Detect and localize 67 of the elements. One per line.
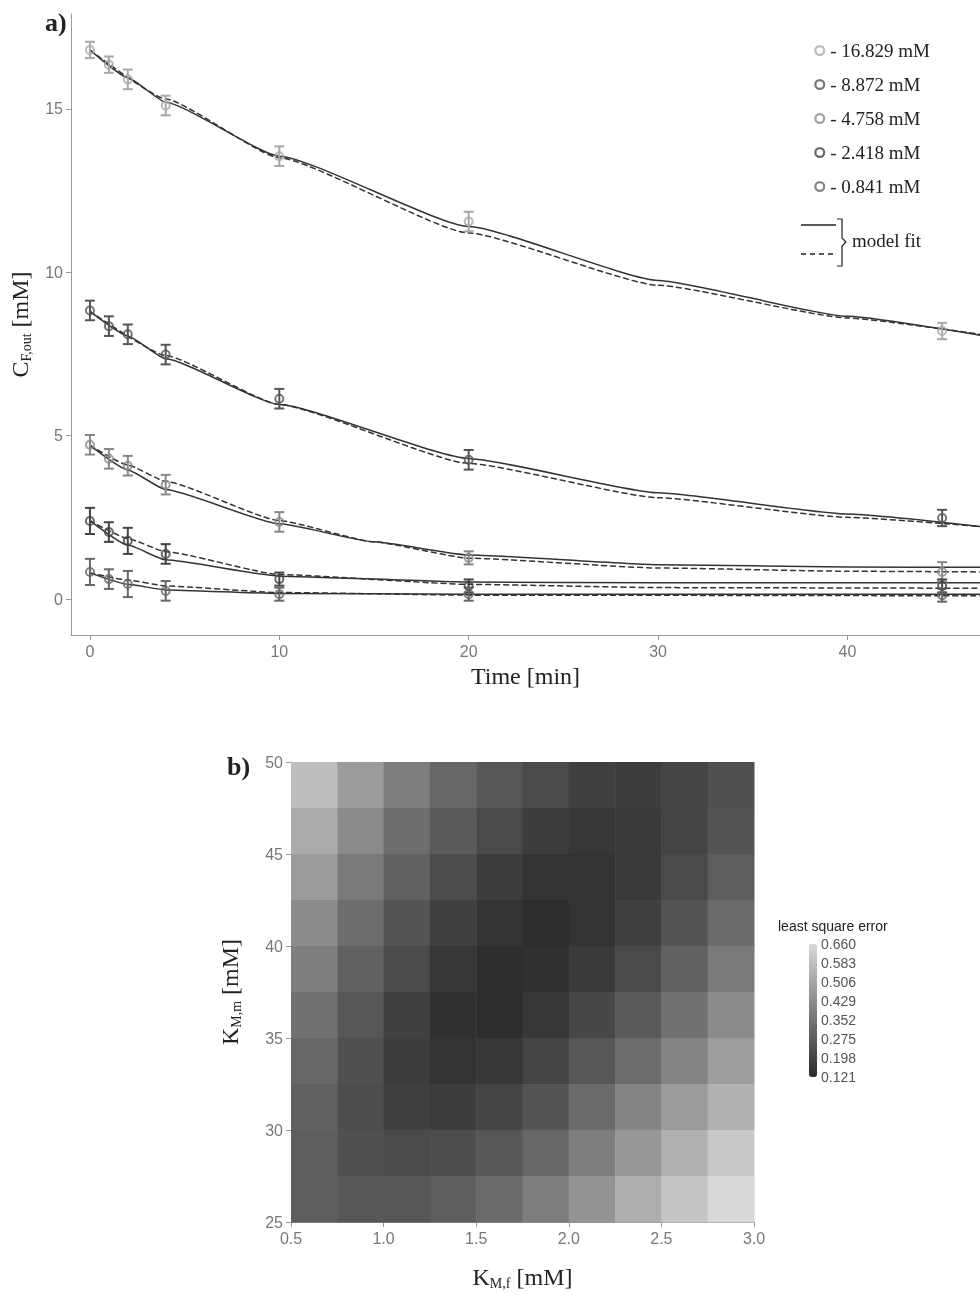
point [274,574,285,585]
x-tick-label: 1.5 [465,1229,488,1247]
point [274,589,285,600]
x-tick-label: 0 [85,642,95,660]
legend-label: - 0.841 mM [830,176,921,197]
point [122,74,133,85]
x-tick-label: 0.5 [279,1229,303,1247]
x-tick-label: 3.0 [742,1229,766,1247]
legend-label: - 16.829 mM [830,40,931,61]
point [463,454,474,465]
point [84,44,95,55]
y-axis-title: CF,out [mM] [7,271,34,378]
y-tick-label: 0 [54,590,64,608]
point [103,453,114,464]
point [937,326,948,337]
y-tick-label: 10 [45,263,64,281]
point [103,321,114,332]
point [937,512,948,523]
point [84,515,95,526]
color-bar-label: 0.352 [821,1012,857,1028]
y-tick-label: 45 [265,845,284,863]
point [84,439,95,450]
point [160,585,171,596]
y-tick-label: 5 [54,427,64,445]
legend-label: - 2.418 mM [830,142,921,163]
chart-title: a) [45,7,67,37]
y-axis-title: KM,m [mM] [217,938,244,1046]
point [274,516,285,527]
point [103,527,114,538]
x-tick-label: 2.0 [557,1229,581,1247]
point [122,535,133,546]
color-bar-label: 0.275 [821,1031,857,1047]
point [103,574,114,585]
color-bar-label: 0.198 [821,1050,857,1066]
color-bar-label: 0.121 [821,1069,857,1085]
y-tick-label: 50 [265,753,284,771]
y-tick-label: 15 [45,100,64,118]
x-tick-label: 40 [838,642,857,660]
point [274,151,285,162]
legend-label: - 4.758 mM [830,108,921,129]
point [160,100,171,111]
y-tick-label: 35 [265,1029,284,1047]
color-bar-title: least square error [778,918,889,934]
x-tick-label: 2.5 [650,1229,673,1247]
y-tick-label: 30 [265,1121,284,1139]
color-bar-label: 0.583 [821,955,857,971]
color-bar-label: 0.506 [821,974,857,990]
point [122,460,133,471]
x-tick-label: 30 [649,642,668,660]
point [160,548,171,559]
point [122,579,133,590]
point [937,566,948,577]
chart-title: b) [227,751,251,781]
color-bar-label: 0.429 [821,993,857,1009]
legend-label: - 8.872 mM [830,74,921,95]
point [84,305,95,316]
y-tick-label: 25 [265,1213,284,1231]
point [103,59,114,70]
point [160,349,171,360]
y-tick-label: 40 [265,937,284,955]
x-axis-title: Time [min] [470,662,581,689]
x-tick-label: 1.0 [372,1229,395,1247]
x-tick-label: 20 [459,642,478,660]
annotation: model fit [852,230,922,252]
point [84,566,95,577]
color-bar-label: 0.660 [821,936,857,952]
point [122,329,133,340]
